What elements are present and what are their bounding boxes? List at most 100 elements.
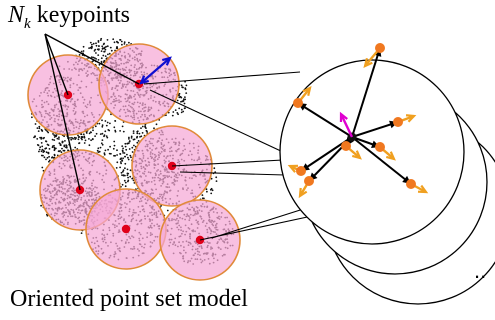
scatter-point xyxy=(124,185,127,188)
scatter-point xyxy=(41,145,44,148)
scatter-point xyxy=(127,41,130,44)
scatter-point xyxy=(132,132,135,135)
scatter-point xyxy=(130,156,132,159)
scatter-point xyxy=(136,130,139,133)
scatter-point xyxy=(101,125,104,128)
scatter-point xyxy=(113,144,116,147)
scatter-point xyxy=(91,138,94,140)
scatter-point xyxy=(209,188,212,191)
scatter-point xyxy=(96,149,99,152)
scatter-point xyxy=(109,122,111,125)
scatter-point xyxy=(121,43,123,46)
scatter-point xyxy=(88,132,91,135)
scatter-point xyxy=(73,136,76,139)
scatter-point xyxy=(106,136,109,139)
scatter-point xyxy=(95,58,97,60)
scatter-point xyxy=(180,111,183,114)
scatter-point xyxy=(48,155,50,158)
scatter-point xyxy=(97,49,100,51)
oriented-point xyxy=(393,117,403,127)
scatter-point xyxy=(48,148,51,150)
scatter-point xyxy=(131,151,134,153)
scatter-point xyxy=(144,125,146,128)
scatter-point xyxy=(116,46,118,48)
scatter-point xyxy=(53,153,56,156)
scatter-point xyxy=(64,140,66,142)
more-ellipsis: .. xyxy=(474,258,487,283)
scatter-point xyxy=(40,142,43,144)
orientation-tail xyxy=(139,75,150,85)
scatter-point xyxy=(124,181,127,184)
scatter-point xyxy=(155,123,158,126)
scatter-point xyxy=(101,143,104,146)
scatter-point xyxy=(120,40,123,43)
scatter-point xyxy=(90,139,92,142)
scatter-point xyxy=(129,154,132,157)
scatter-point xyxy=(63,144,66,147)
scatter-point xyxy=(133,138,136,141)
scatter-point xyxy=(120,162,122,165)
scatter-point xyxy=(77,138,80,141)
scatter-point xyxy=(127,156,129,159)
k-subscript: k xyxy=(24,15,31,32)
scatter-point xyxy=(105,124,108,127)
scatter-point xyxy=(180,100,182,103)
scatter-point xyxy=(45,140,48,143)
scatter-point xyxy=(98,63,101,66)
detail-oriented-points xyxy=(287,43,429,199)
scatter-point xyxy=(122,170,124,173)
scatter-point xyxy=(65,146,68,149)
scatter-point xyxy=(74,146,77,149)
scatter-point xyxy=(136,135,139,138)
scatter-point xyxy=(82,133,85,136)
scatter-point xyxy=(71,136,73,139)
black-arrow xyxy=(351,136,412,185)
scatter-point xyxy=(184,87,187,89)
scatter-point xyxy=(124,155,126,158)
scatter-point xyxy=(38,125,41,128)
scatter-point xyxy=(98,122,101,125)
scatter-point xyxy=(137,140,140,142)
scatter-point xyxy=(184,96,186,98)
scatter-point xyxy=(36,127,39,129)
scatter-point xyxy=(123,152,126,154)
scatter-point xyxy=(42,137,45,140)
scatter-point xyxy=(174,109,177,111)
scatter-point xyxy=(94,125,97,128)
scatter-point xyxy=(136,141,139,144)
scatter-point xyxy=(182,86,184,89)
scatter-point xyxy=(128,148,131,150)
scatter-point xyxy=(55,147,57,150)
scatter-point xyxy=(53,139,56,142)
scatter-point xyxy=(95,44,98,47)
orientation-shaft xyxy=(140,57,171,84)
scatter-point xyxy=(210,177,213,180)
scatter-point xyxy=(53,144,55,147)
scatter-point xyxy=(102,43,105,46)
scatter-point xyxy=(83,142,86,144)
scatter-point xyxy=(80,50,83,53)
scatter-point xyxy=(123,43,126,45)
scatter-point xyxy=(70,138,73,141)
scatter-point xyxy=(130,135,133,138)
scatter-point xyxy=(45,158,47,161)
scatter-point xyxy=(99,39,102,41)
scatter-point xyxy=(130,137,133,139)
scatter-point xyxy=(180,84,183,87)
scatter-point xyxy=(140,135,143,138)
scatter-point xyxy=(124,162,127,165)
scatter-point xyxy=(69,137,71,139)
scatter-point xyxy=(127,136,130,139)
scatter-point xyxy=(119,161,122,163)
scatter-point xyxy=(128,140,131,142)
scatter-point xyxy=(104,48,107,51)
orange-arrowhead xyxy=(302,86,312,97)
scatter-point xyxy=(39,146,42,149)
scatter-point xyxy=(129,175,132,178)
scatter-point xyxy=(201,194,204,197)
leader-line xyxy=(44,33,140,85)
scatter-point xyxy=(176,99,179,102)
oriented-point xyxy=(293,98,303,108)
scatter-point xyxy=(114,130,117,133)
scatter-point xyxy=(124,145,127,148)
